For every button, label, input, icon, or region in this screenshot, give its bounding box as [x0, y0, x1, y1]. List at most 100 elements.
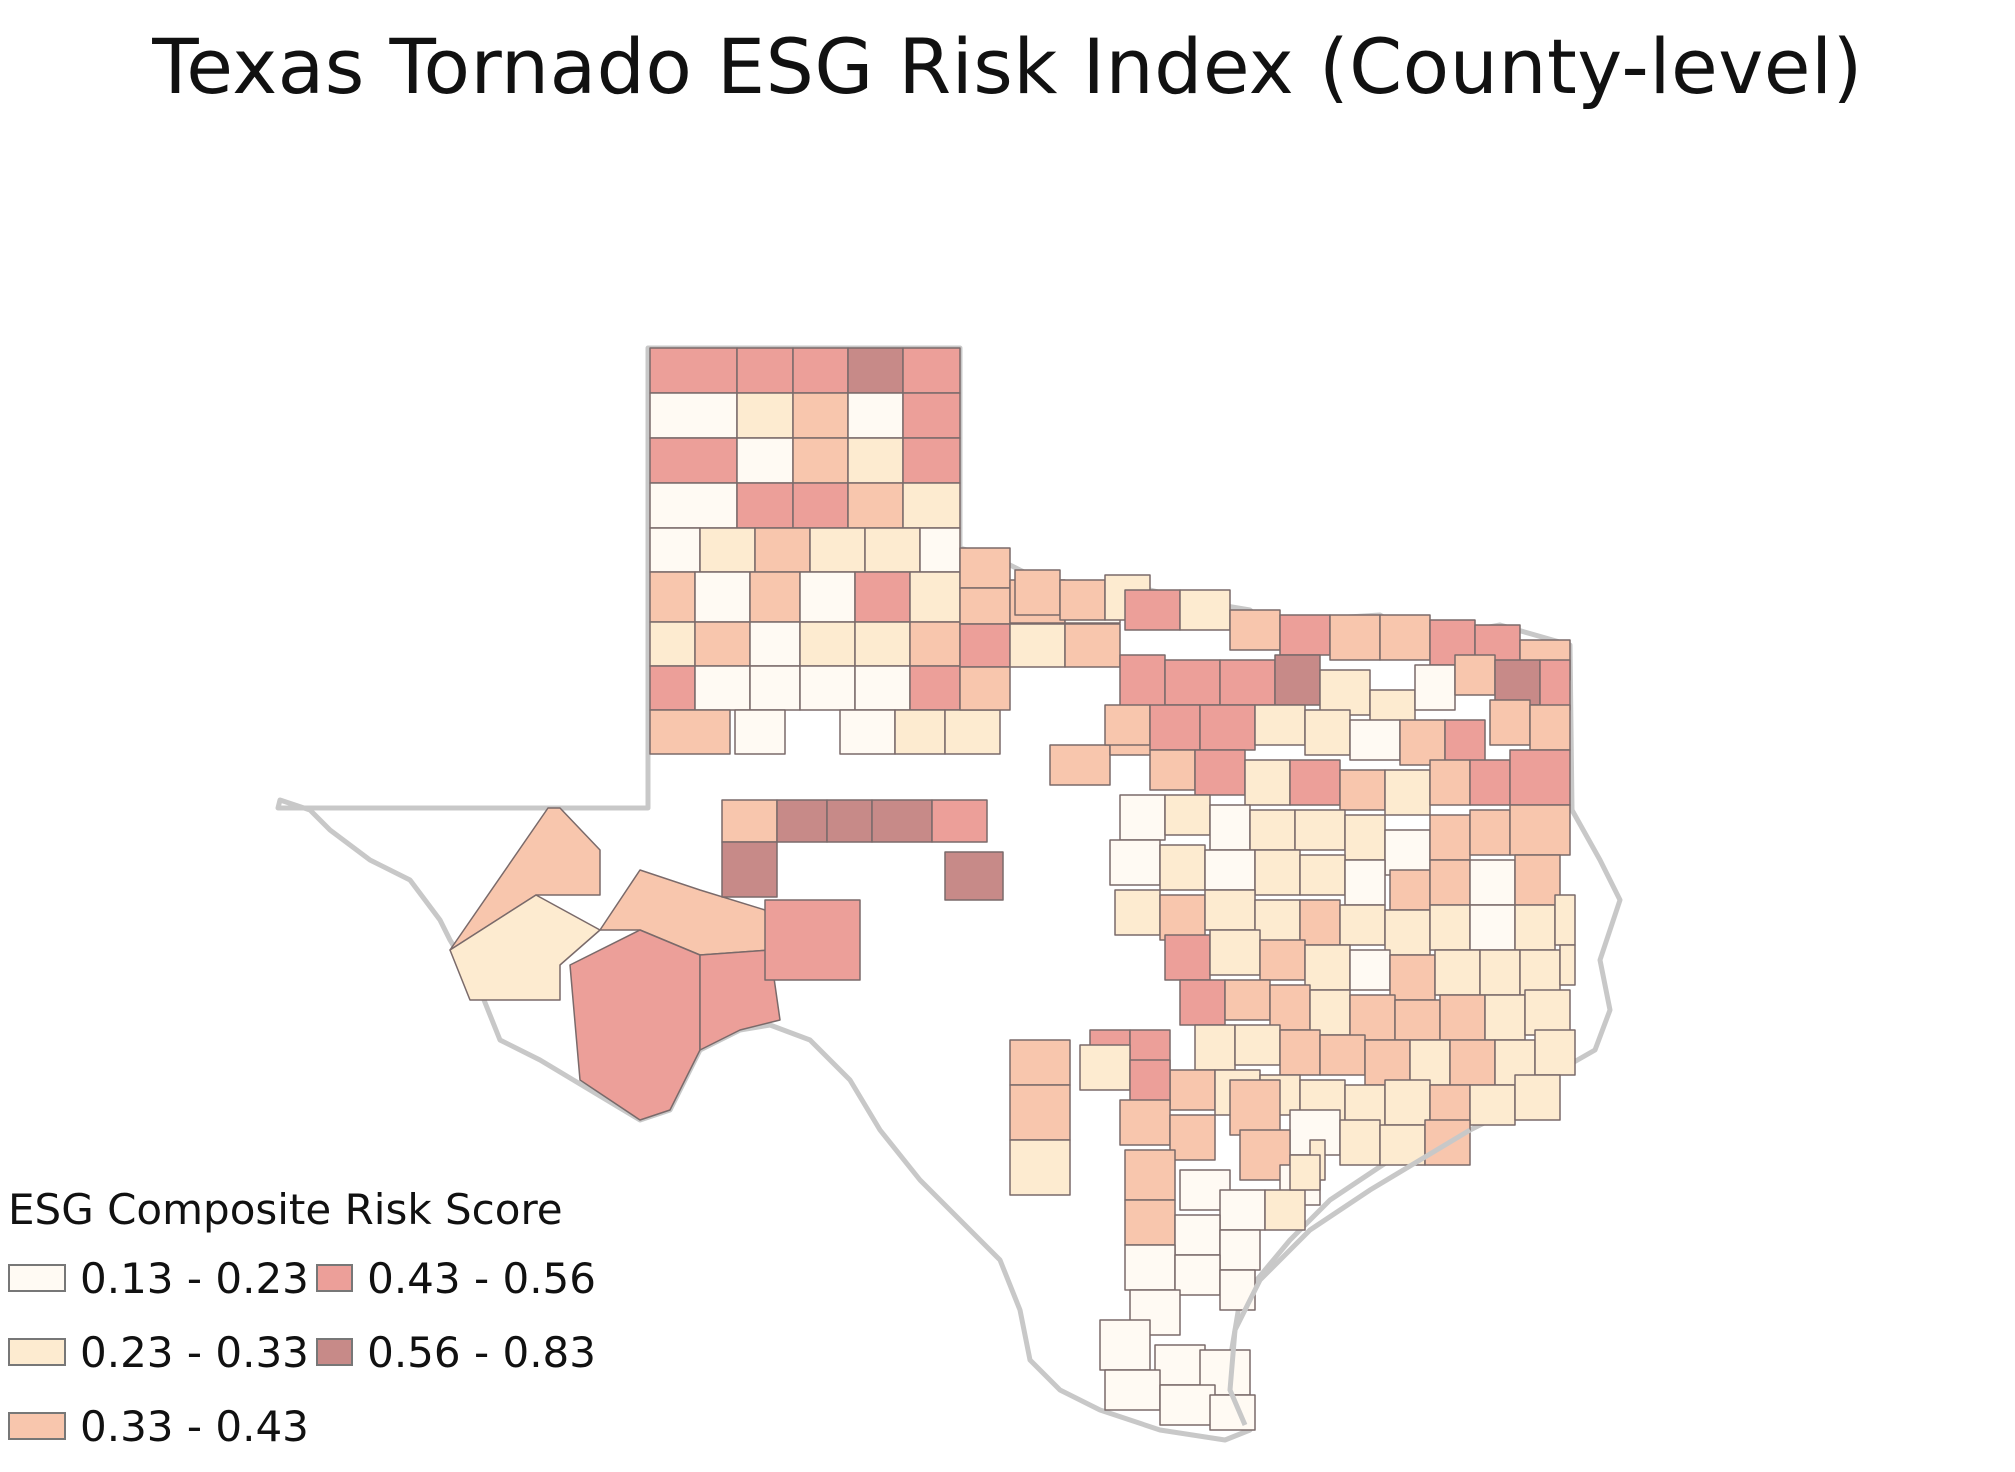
county-polygon — [1299, 899, 1341, 946]
county-polygon — [749, 665, 801, 711]
county-polygon — [694, 665, 751, 711]
county-polygon — [959, 547, 1011, 589]
county-polygon — [736, 392, 794, 439]
county-polygon — [1064, 623, 1121, 668]
county-polygon — [1394, 999, 1441, 1041]
county-polygon — [1129, 1059, 1171, 1106]
county-polygon — [792, 437, 849, 484]
county-polygon — [854, 621, 911, 667]
county-polygon — [1364, 1039, 1411, 1086]
county-polygon — [764, 899, 861, 981]
county-polygon — [1254, 899, 1301, 946]
county-polygon — [1109, 839, 1161, 886]
county-polygon — [1219, 1229, 1261, 1271]
county-polygon — [1269, 984, 1311, 1031]
county-polygon — [1049, 744, 1111, 786]
county-polygon — [1159, 1384, 1216, 1426]
county-polygon — [1009, 623, 1066, 668]
county-polygon — [1344, 859, 1386, 906]
county-polygon — [694, 571, 751, 623]
county-polygon — [649, 571, 696, 623]
county-polygon — [1304, 944, 1351, 991]
legend-swatch — [8, 1412, 66, 1440]
county-polygon — [649, 527, 701, 573]
county-polygon — [902, 482, 961, 529]
county-polygon — [959, 623, 1011, 668]
county-polygon — [749, 571, 801, 623]
county-polygon — [1159, 894, 1206, 941]
county-polygon — [1154, 1344, 1206, 1386]
county-polygon — [1319, 669, 1371, 716]
county-polygon — [699, 949, 781, 1051]
legend-label: 0.23 - 0.33 — [80, 1327, 309, 1377]
county-polygon — [1349, 994, 1396, 1041]
county-polygon — [1534, 1029, 1576, 1076]
county-polygon — [1309, 989, 1351, 1036]
county-polygon — [809, 527, 866, 573]
county-polygon — [909, 621, 961, 667]
county-polygon — [1349, 949, 1391, 991]
county-polygon — [944, 709, 1001, 755]
county-polygon — [1514, 854, 1561, 906]
county-polygon — [1289, 1154, 1321, 1191]
county-polygon — [1194, 749, 1246, 796]
county-polygon — [1009, 1084, 1071, 1141]
county-polygon — [721, 799, 778, 843]
county-polygon — [909, 665, 961, 711]
county-polygon — [1384, 909, 1431, 956]
county-polygon — [1229, 1079, 1281, 1136]
county-polygon — [694, 621, 751, 667]
legend-label: 0.43 - 0.56 — [367, 1253, 596, 1303]
county-polygon — [1164, 794, 1211, 836]
county-polygons — [449, 347, 1576, 1431]
coastline — [1227, 1127, 1472, 1426]
county-polygon — [1204, 849, 1256, 891]
county-polygon — [649, 392, 738, 439]
legend-swatch — [8, 1338, 66, 1366]
county-polygon — [649, 665, 696, 711]
county-polygon — [1169, 1069, 1216, 1111]
legend-swatch — [8, 1264, 66, 1292]
county-polygon — [1099, 1319, 1151, 1371]
county-polygon — [799, 571, 856, 623]
legend-item: 0.43 - 0.56 — [316, 1252, 596, 1304]
county-polygon — [1124, 1149, 1176, 1201]
county-polygon — [799, 621, 856, 667]
county-polygon — [1124, 1244, 1176, 1291]
county-polygon — [1449, 1039, 1496, 1086]
county-polygon — [1524, 989, 1571, 1036]
county-polygon — [1244, 759, 1291, 806]
county-polygon — [931, 799, 988, 843]
county-polygon — [1329, 614, 1381, 661]
county-polygon — [649, 347, 738, 394]
legend-label: 0.13 - 0.23 — [80, 1253, 309, 1303]
county-polygon — [1469, 809, 1511, 856]
county-polygon — [1299, 854, 1346, 896]
county-polygon — [1164, 934, 1211, 981]
legend-title: ESG Composite Risk Score — [8, 1185, 563, 1234]
county-polygon — [826, 799, 873, 843]
county-polygon — [736, 437, 794, 484]
county-polygon — [1539, 659, 1571, 711]
county-polygon — [902, 347, 961, 394]
legend-label: 0.33 - 0.43 — [80, 1401, 309, 1451]
county-polygon — [1194, 1024, 1236, 1071]
county-polygon — [1279, 614, 1331, 656]
county-polygon — [1179, 979, 1226, 1026]
county-polygon — [1429, 759, 1471, 806]
county-polygon — [1264, 1189, 1306, 1231]
county-polygon — [1319, 1034, 1366, 1076]
county-polygon — [1254, 704, 1306, 746]
county-polygon — [902, 437, 961, 484]
county-polygon — [1389, 869, 1431, 911]
county-polygon — [792, 347, 849, 394]
county-polygon — [854, 665, 911, 711]
county-polygon — [847, 482, 904, 529]
county-polygon — [649, 437, 738, 484]
county-polygon — [776, 799, 828, 843]
county-polygon — [1559, 944, 1576, 986]
county-polygon — [1014, 569, 1061, 616]
county-polygon — [1494, 659, 1541, 706]
county-polygon — [1379, 614, 1431, 661]
county-polygon — [1219, 1189, 1266, 1231]
